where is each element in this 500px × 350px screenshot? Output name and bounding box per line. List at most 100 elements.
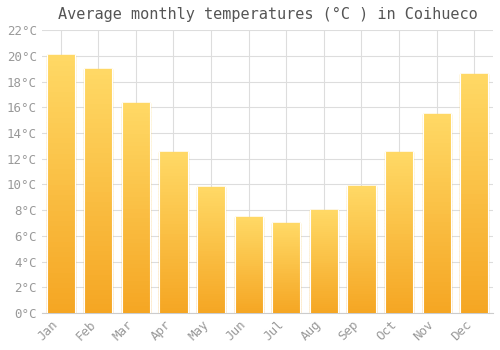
- Bar: [310, 229, 338, 231]
- Bar: [160, 191, 188, 194]
- Bar: [84, 167, 112, 171]
- Bar: [272, 279, 300, 281]
- Bar: [122, 204, 150, 208]
- Bar: [348, 303, 376, 306]
- Bar: [160, 197, 188, 201]
- Bar: [84, 259, 112, 264]
- Bar: [122, 162, 150, 166]
- Bar: [422, 169, 451, 174]
- Bar: [160, 172, 188, 175]
- Bar: [122, 288, 150, 292]
- Bar: [348, 191, 376, 193]
- Bar: [422, 233, 451, 237]
- Bar: [422, 285, 451, 289]
- Bar: [46, 220, 74, 225]
- Bar: [272, 241, 300, 243]
- Bar: [385, 268, 413, 271]
- Bar: [84, 147, 112, 152]
- Bar: [460, 93, 488, 98]
- Bar: [197, 197, 225, 199]
- Bar: [84, 215, 112, 220]
- Bar: [272, 299, 300, 301]
- Bar: [272, 284, 300, 286]
- Bar: [460, 270, 488, 275]
- Bar: [122, 166, 150, 170]
- Bar: [348, 216, 376, 219]
- Bar: [272, 281, 300, 282]
- Bar: [460, 308, 488, 313]
- Bar: [46, 298, 74, 303]
- Bar: [272, 272, 300, 273]
- Bar: [122, 242, 150, 246]
- Bar: [385, 175, 413, 178]
- Bar: [460, 146, 488, 150]
- Bar: [272, 297, 300, 299]
- Bar: [310, 210, 338, 212]
- Bar: [460, 155, 488, 160]
- Bar: [122, 116, 150, 120]
- Bar: [385, 201, 413, 204]
- Bar: [348, 214, 376, 216]
- Bar: [122, 124, 150, 128]
- Bar: [422, 142, 451, 146]
- Bar: [385, 230, 413, 233]
- Bar: [460, 294, 488, 299]
- Bar: [46, 246, 74, 251]
- Bar: [310, 249, 338, 251]
- Bar: [46, 137, 74, 142]
- Bar: [84, 93, 112, 98]
- Bar: [234, 247, 262, 250]
- Bar: [385, 274, 413, 278]
- Bar: [84, 191, 112, 196]
- Bar: [272, 239, 300, 241]
- Bar: [460, 160, 488, 165]
- Bar: [460, 237, 488, 241]
- Bar: [197, 247, 225, 250]
- Bar: [46, 96, 74, 101]
- Bar: [46, 261, 74, 267]
- Bar: [234, 250, 262, 251]
- Bar: [385, 233, 413, 236]
- Bar: [234, 271, 262, 273]
- Bar: [385, 252, 413, 255]
- Bar: [272, 302, 300, 304]
- Bar: [310, 237, 338, 239]
- Bar: [160, 310, 188, 313]
- Bar: [234, 267, 262, 269]
- Bar: [310, 253, 338, 256]
- Bar: [460, 189, 488, 194]
- Bar: [310, 288, 338, 290]
- Bar: [84, 127, 112, 132]
- Bar: [46, 163, 74, 168]
- Bar: [272, 306, 300, 308]
- Bar: [310, 262, 338, 264]
- Bar: [46, 85, 74, 91]
- Bar: [272, 237, 300, 239]
- Bar: [234, 251, 262, 253]
- Bar: [348, 232, 376, 234]
- Bar: [460, 275, 488, 280]
- Bar: [460, 246, 488, 251]
- Bar: [46, 153, 74, 158]
- Bar: [422, 114, 451, 118]
- Bar: [122, 141, 150, 145]
- Bar: [84, 264, 112, 269]
- Bar: [234, 280, 262, 282]
- Bar: [234, 309, 262, 311]
- Bar: [46, 75, 74, 80]
- Bar: [160, 175, 188, 178]
- Bar: [310, 295, 338, 297]
- Bar: [234, 259, 262, 261]
- Bar: [160, 284, 188, 287]
- Bar: [234, 265, 262, 267]
- Bar: [84, 108, 112, 113]
- Bar: [234, 296, 262, 298]
- Bar: [122, 187, 150, 191]
- Bar: [422, 182, 451, 186]
- Bar: [84, 142, 112, 147]
- Bar: [46, 199, 74, 204]
- Bar: [310, 307, 338, 309]
- Bar: [122, 128, 150, 133]
- Bar: [234, 255, 262, 257]
- Bar: [422, 245, 451, 249]
